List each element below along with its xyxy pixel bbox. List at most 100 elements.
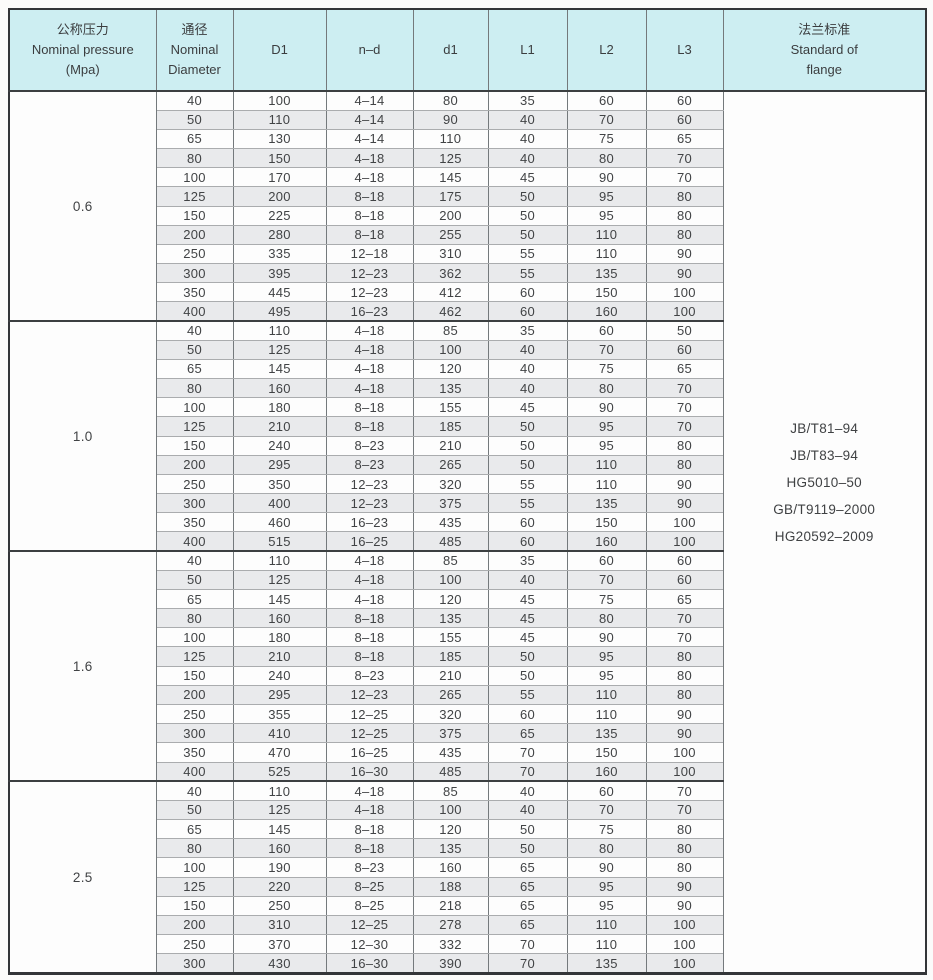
cell-L3: 100: [645, 512, 724, 533]
cell-L2: 110: [566, 224, 647, 245]
cell-L2: 95: [566, 205, 647, 226]
cell-n-d: 16–25: [325, 531, 414, 552]
pressure-group-cell: 2.5: [8, 780, 157, 975]
table-row: 80 160 8–18 135 45 80 70: [9, 608, 926, 629]
cell-L1: 45: [487, 608, 568, 629]
cell-L1: 50: [487, 838, 568, 859]
header-d1: d1: [412, 8, 489, 92]
header-row: 公称压力 Nominal pressure (Mpa) 通径 Nominal D…: [8, 8, 927, 92]
cell-n-d: 8–18: [325, 838, 414, 859]
cell-L3: 70: [645, 627, 724, 648]
cell-L1: 40: [487, 148, 568, 169]
cell-D1: 445: [232, 282, 327, 303]
cell-L2: 60: [566, 89, 647, 111]
table-row: 400 495 16–23 462 60 160 100: [9, 301, 926, 322]
cell-d1: 310: [412, 243, 489, 265]
cell-D1: 145: [232, 358, 327, 380]
cell-L3: 70: [645, 799, 724, 821]
cell-d1: 320: [412, 473, 489, 495]
cell-L2: 60: [566, 320, 647, 341]
cell-d1: 210: [412, 435, 489, 456]
cell-diameter: 50: [155, 569, 234, 590]
cell-n-d: 8–23: [325, 435, 414, 456]
cell-L3: 80: [645, 819, 724, 840]
cell-L3: 60: [645, 339, 724, 360]
cell-n-d: 4–18: [325, 588, 414, 610]
cell-diameter: 400: [155, 301, 234, 322]
cell-L2: 110: [566, 934, 647, 955]
cell-L3: 90: [645, 263, 724, 284]
cell-L3: 100: [645, 531, 724, 552]
table-row: 125 210 8–18 185 50 95 80: [9, 646, 926, 667]
cell-L1: 40: [487, 378, 568, 399]
cell-L2: 150: [566, 512, 647, 533]
cell-L2: 70: [566, 109, 647, 130]
cell-L3: 100: [645, 282, 724, 303]
cell-L1: 60: [487, 531, 568, 552]
cell-L2: 150: [566, 282, 647, 303]
cell-L2: 110: [566, 703, 647, 725]
cell-D1: 280: [232, 224, 327, 245]
cell-D1: 145: [232, 819, 327, 840]
cell-L1: 35: [487, 550, 568, 571]
cell-n-d: 12–23: [325, 473, 414, 495]
cell-L2: 80: [566, 378, 647, 399]
cell-L3: 100: [645, 953, 724, 974]
cell-L1: 35: [487, 89, 568, 111]
cell-L1: 40: [487, 128, 568, 150]
cell-L3: 100: [645, 761, 724, 782]
table-row: 80 160 8–18 135 50 80 80: [9, 838, 926, 859]
cell-L3: 70: [645, 780, 724, 801]
cell-d1: 185: [412, 646, 489, 667]
cell-D1: 350: [232, 473, 327, 495]
table-row: 125 210 8–18 185 50 95 70: [9, 416, 926, 437]
cell-L1: 45: [487, 588, 568, 610]
header-flange-standard: 法兰标准 Standard of flange: [722, 8, 927, 92]
cell-L3: 50: [645, 320, 724, 341]
cell-d1: 462: [412, 301, 489, 322]
cell-L3: 100: [645, 301, 724, 322]
table-row: 80 160 4–18 135 40 80 70: [9, 378, 926, 399]
cell-d1: 485: [412, 761, 489, 782]
cell-diameter: 150: [155, 895, 234, 916]
cell-L3: 60: [645, 89, 724, 111]
flange-standard-item: JB/T83–94: [790, 447, 859, 463]
flange-standard-item: GB/T9119–2000: [773, 501, 876, 517]
cell-D1: 210: [232, 416, 327, 437]
cell-L3: 70: [645, 167, 724, 188]
cell-diameter: 80: [155, 838, 234, 859]
table-row: 50 125 4–18 100 40 70 60: [9, 569, 926, 590]
cell-d1: 100: [412, 569, 489, 590]
cell-diameter: 200: [155, 454, 234, 475]
cell-D1: 180: [232, 627, 327, 648]
cell-d1: 155: [412, 397, 489, 418]
cell-d1: 412: [412, 282, 489, 303]
cell-D1: 460: [232, 512, 327, 533]
cell-d1: 85: [412, 320, 489, 341]
table-row: 200 295 8–23 265 50 110 80: [9, 454, 926, 475]
cell-L2: 160: [566, 761, 647, 782]
cell-L1: 45: [487, 167, 568, 188]
table-row: 100 170 4–18 145 45 90 70: [9, 167, 926, 188]
cell-D1: 180: [232, 397, 327, 418]
cell-diameter: 50: [155, 109, 234, 130]
cell-L2: 60: [566, 780, 647, 801]
cell-L3: 100: [645, 934, 724, 955]
cell-L1: 65: [487, 723, 568, 744]
table-row: 300 410 12–25 375 65 135 90: [9, 723, 926, 744]
cell-d1: 390: [412, 953, 489, 974]
cell-d1: 185: [412, 416, 489, 437]
cell-D1: 125: [232, 339, 327, 360]
cell-n-d: 4–14: [325, 109, 414, 130]
cell-diameter: 400: [155, 531, 234, 552]
cell-L2: 150: [566, 742, 647, 763]
cell-L2: 75: [566, 128, 647, 150]
cell-L3: 65: [645, 588, 724, 610]
cell-D1: 170: [232, 167, 327, 188]
cell-D1: 430: [232, 953, 327, 974]
cell-L1: 60: [487, 301, 568, 322]
cell-L2: 110: [566, 684, 647, 706]
cell-L3: 80: [645, 684, 724, 706]
cell-L1: 50: [487, 416, 568, 437]
cell-d1: 100: [412, 799, 489, 821]
